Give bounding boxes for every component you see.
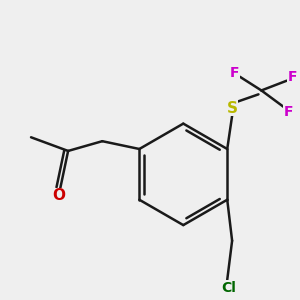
Text: O: O [52,188,65,203]
Text: F: F [288,70,297,84]
Text: F: F [284,105,293,119]
Text: F: F [229,66,239,80]
Text: S: S [226,100,238,116]
Text: Cl: Cl [222,280,237,295]
